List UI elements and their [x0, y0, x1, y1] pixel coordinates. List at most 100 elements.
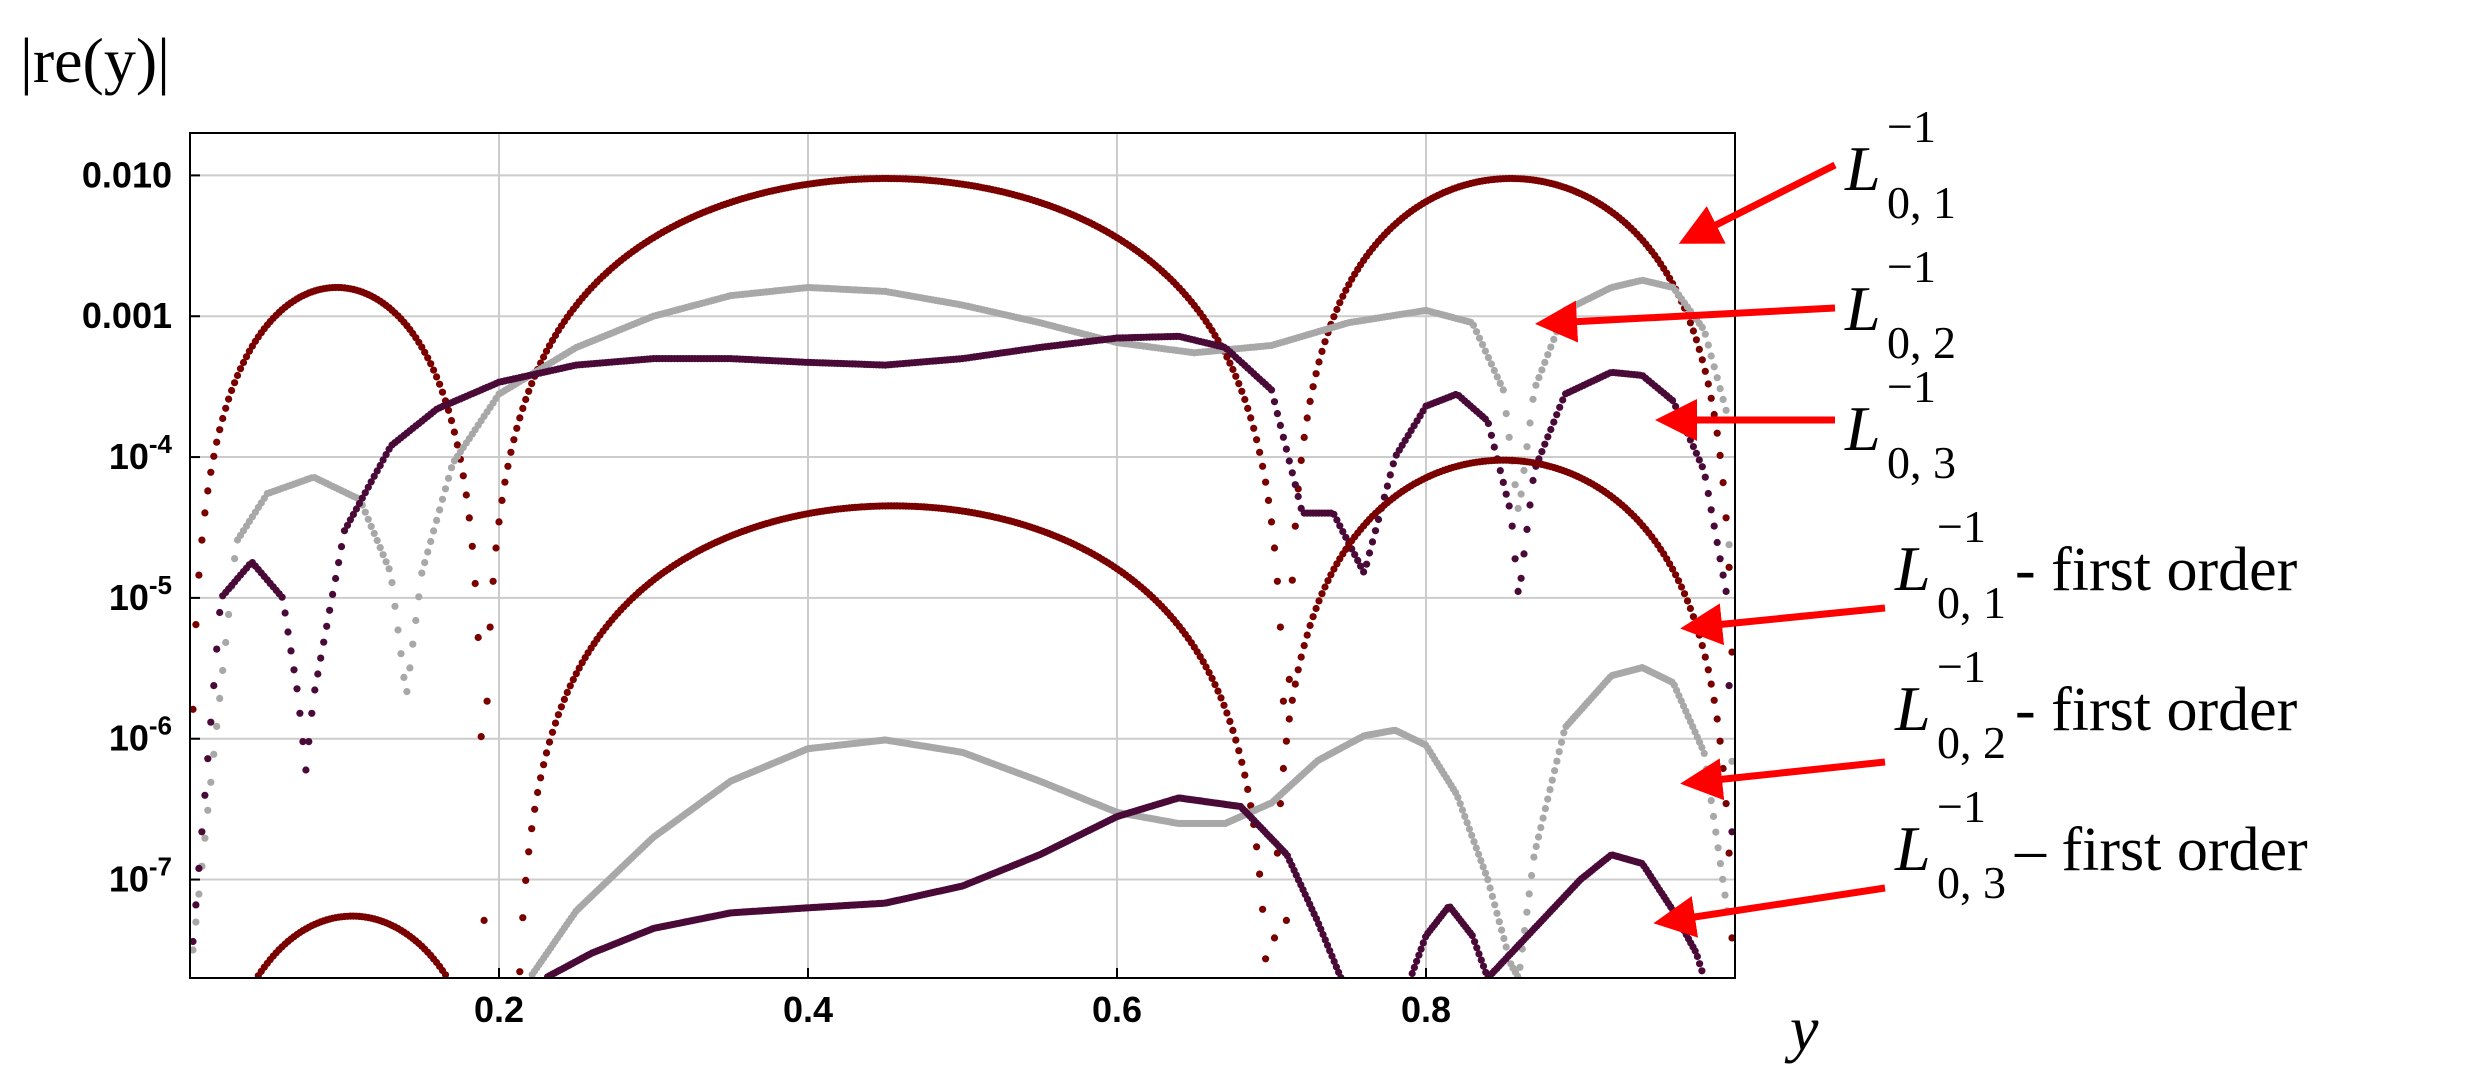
series-3 — [190, 332, 1735, 946]
data-point — [1408, 969, 1416, 978]
data-point — [1556, 320, 1564, 328]
data-point — [424, 548, 432, 556]
data-point — [195, 890, 203, 898]
data-point — [1469, 321, 1478, 329]
data-point — [1276, 800, 1284, 808]
data-point — [1704, 489, 1712, 498]
data-point — [1300, 642, 1308, 650]
data-point — [1710, 696, 1718, 704]
data-point — [1695, 456, 1703, 464]
data-point — [1721, 891, 1729, 899]
data-point — [337, 543, 346, 551]
data-point — [1484, 419, 1492, 428]
data-point — [1463, 819, 1471, 827]
data-point — [210, 682, 218, 690]
data-point — [1297, 456, 1305, 464]
data-point — [1555, 748, 1563, 756]
data-point — [1321, 936, 1329, 944]
data-point — [1541, 805, 1549, 813]
data-point — [332, 574, 340, 583]
data-point — [1475, 334, 1484, 342]
data-point — [1719, 571, 1727, 579]
data-point — [1312, 370, 1320, 378]
data-point — [1719, 479, 1727, 487]
data-point — [1689, 443, 1697, 451]
data-point — [1725, 849, 1733, 857]
data-point — [1712, 828, 1720, 836]
series-5 — [528, 664, 1731, 978]
data-point — [528, 825, 536, 833]
data-point — [513, 424, 521, 432]
data-point — [1534, 833, 1543, 841]
data-point — [1529, 395, 1537, 403]
data-point — [1419, 939, 1427, 947]
data-point — [1487, 360, 1495, 368]
data-point — [204, 806, 212, 814]
data-point — [1692, 336, 1700, 344]
data-point — [1321, 338, 1329, 346]
data-point — [531, 805, 539, 813]
data-point — [519, 914, 527, 922]
data-point — [1199, 658, 1207, 666]
data-point — [335, 559, 343, 567]
data-point — [355, 499, 363, 508]
data-point — [1541, 440, 1549, 448]
data-point — [1282, 737, 1290, 745]
data-point — [352, 505, 360, 513]
data-point — [453, 441, 461, 449]
data-point — [441, 485, 450, 493]
data-point — [1716, 860, 1724, 868]
data-point — [376, 544, 384, 552]
data-point — [320, 638, 328, 646]
data-point — [1468, 932, 1476, 940]
data-point — [1410, 963, 1418, 972]
series-6 — [544, 794, 1706, 978]
data-point — [1256, 870, 1264, 878]
y-tick-label: 10-5 — [109, 570, 172, 618]
data-point — [412, 616, 420, 625]
data-point — [228, 386, 236, 395]
data-point — [548, 728, 557, 736]
data-point — [308, 709, 316, 717]
data-point — [566, 682, 574, 690]
data-point — [1710, 363, 1718, 371]
data-point — [1288, 696, 1296, 704]
data-point — [545, 342, 554, 350]
label-sup: −1 — [1887, 101, 1936, 152]
data-point — [1279, 433, 1287, 441]
data-point — [551, 719, 560, 727]
data-point — [213, 438, 221, 446]
data-point — [233, 371, 242, 380]
data-point — [1417, 945, 1425, 953]
label-sub: 0, 1 — [1937, 577, 2006, 628]
data-point — [540, 353, 548, 361]
label-main: L — [1844, 133, 1881, 204]
data-point — [1707, 797, 1715, 805]
data-point — [400, 673, 408, 682]
data-point — [1520, 550, 1528, 558]
data-point — [1238, 758, 1246, 766]
data-point — [1317, 925, 1325, 933]
data-point — [1511, 481, 1519, 489]
data-point — [474, 633, 482, 642]
data-point — [1415, 951, 1423, 959]
data-point — [210, 750, 218, 758]
data-point — [1461, 812, 1469, 821]
data-point — [1517, 574, 1525, 582]
data-point — [1553, 411, 1561, 419]
data-point — [213, 722, 221, 731]
data-point — [1498, 926, 1506, 934]
data-point — [1728, 648, 1735, 656]
data-point — [1550, 418, 1558, 426]
data-point — [1553, 757, 1561, 765]
label-sub: 0, 2 — [1887, 317, 1956, 368]
data-point — [1532, 381, 1540, 389]
data-point — [1294, 492, 1302, 501]
data-point — [192, 621, 200, 629]
data-point — [370, 472, 378, 480]
label-sub: 0, 1 — [1887, 177, 1956, 228]
label-main: L — [1844, 393, 1881, 464]
y-axis-label: |re(y)| — [20, 25, 170, 96]
data-point — [1526, 501, 1534, 509]
data-point — [1693, 952, 1701, 961]
